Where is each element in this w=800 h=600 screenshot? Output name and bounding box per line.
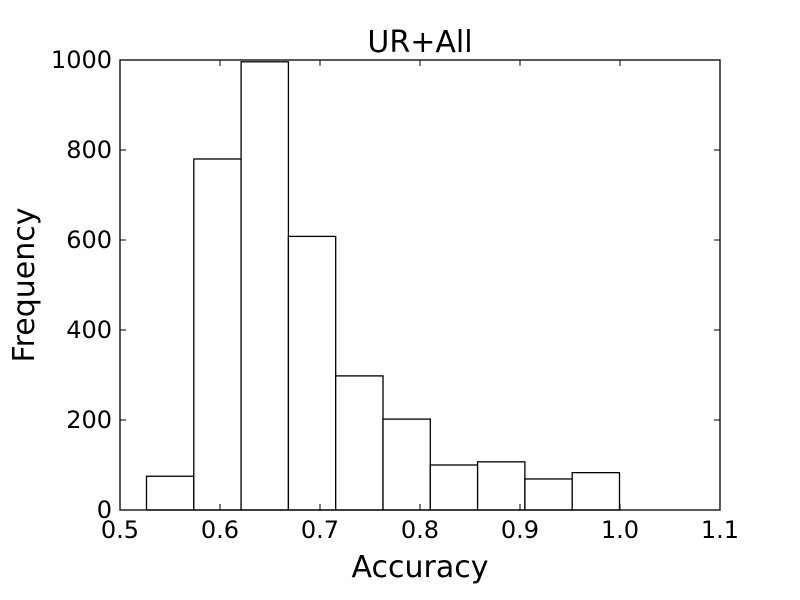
y-tick-label: 600	[66, 226, 112, 254]
histogram-bar-1	[145, 475, 195, 511]
histogram-bar-10	[571, 471, 621, 511]
histogram-bar-6	[382, 418, 431, 511]
x-tick-label: 1.0	[601, 516, 639, 544]
y-tick-label: 200	[66, 406, 112, 434]
histogram-bar-2	[193, 158, 242, 511]
x-tick-label: 1.1	[701, 516, 739, 544]
x-tick-label: 0.9	[501, 516, 539, 544]
y-tick-label: 800	[66, 136, 112, 164]
bars-group	[145, 61, 621, 511]
x-tick-label: 0.8	[401, 516, 439, 544]
histogram-bar-8	[476, 461, 526, 511]
tick-labels-group: 0.5 0.6 0.7 0.8 0.9 1.0 1.1 0 200 400 600 800 1000	[51, 46, 739, 544]
y-axis-label: Frequency	[7, 208, 42, 363]
x-tick-label: 0.6	[201, 516, 239, 544]
chart-title: UR+All	[367, 25, 472, 60]
x-axis-label: Accuracy	[352, 550, 489, 585]
histogram-bar-7	[429, 464, 479, 511]
y-tick-label: 0	[97, 496, 112, 524]
x-tick-label: 0.5	[101, 516, 139, 544]
x-tick-label: 0.7	[301, 516, 339, 544]
y-tick-label: 1000	[51, 46, 112, 74]
histogram-bar-9	[524, 478, 573, 511]
histogram-bar-4	[287, 235, 337, 511]
y-tick-label: 400	[66, 316, 112, 344]
ticks-group	[119, 59, 721, 511]
histogram-bar-5	[335, 375, 384, 511]
histogram-bar-3	[240, 61, 290, 511]
